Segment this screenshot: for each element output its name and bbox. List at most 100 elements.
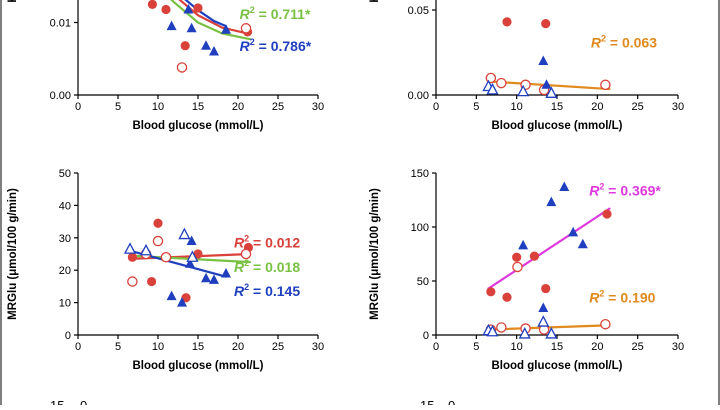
data-point-circle — [502, 17, 512, 27]
data-point-open-triangle — [517, 84, 530, 97]
left-frame-edge — [0, 0, 2, 405]
chart-tr: 0 5 10 15 20 25 30 0.00 0.05 Blood glucose (mmol/… — [369, 0, 684, 132]
y-tick-label: 0.01 — [50, 18, 71, 30]
data-point-circle — [147, 0, 157, 9]
data-point-triangle — [568, 226, 579, 237]
y-tick-label: 10 — [59, 298, 71, 310]
data-point-open-triangle — [486, 324, 499, 337]
x-tick-label: 20 — [591, 341, 603, 353]
data-point-circle — [181, 293, 191, 303]
r-squared-label: R2 = 0.190 — [589, 289, 655, 306]
data-point-triangle — [518, 239, 529, 250]
r-squared-label: R2 = 0.711* — [240, 5, 311, 22]
data-point-circle — [602, 209, 612, 219]
x-tick-label: 5 — [473, 341, 479, 353]
r-squared-label: R2 = 0.063 — [591, 33, 657, 50]
data-point-open-triangle — [537, 315, 550, 327]
x-tick-label: 25 — [632, 341, 644, 353]
data-point-triangle — [186, 235, 197, 246]
data-point-open-triangle — [545, 86, 558, 98]
r-squared-label: R2 = 0.012 — [234, 234, 300, 251]
data-point-triangle — [546, 196, 557, 207]
y-tick-label: 0 — [423, 330, 429, 342]
x-tick-label: 30 — [672, 341, 684, 353]
fit-line-magenta — [487, 207, 611, 290]
x-tick-label: 15 — [551, 101, 563, 113]
data-point-circle — [147, 276, 157, 287]
data-point-open-triangle — [139, 243, 153, 256]
x-tick-label: 0 — [433, 101, 439, 113]
data-point-open-circle — [496, 322, 507, 333]
data-point-triangle — [183, 3, 194, 14]
x-tick-label: 10 — [511, 101, 523, 113]
data-point-open-triangle — [518, 327, 531, 339]
data-point-open-circle — [240, 23, 252, 34]
data-point-triangle — [538, 55, 549, 65]
x-tick-label: 25 — [272, 101, 284, 113]
data-point-open-circle — [600, 79, 611, 91]
data-point-triangle — [166, 290, 177, 301]
x-tick-label: 25 — [632, 101, 644, 113]
data-point-triangle — [221, 267, 231, 278]
x-tick-label: 0 — [433, 341, 439, 353]
data-point-circle — [486, 287, 496, 297]
data-point-triangle — [177, 297, 187, 307]
y-tick-label: 100 — [411, 222, 429, 234]
y-axis-label: MRGlu (μmol/100 g/min) — [369, 188, 381, 320]
x-axis-label: Blood glucose (mmol/L) — [133, 120, 264, 132]
cutoff-glyph: 15 — [50, 398, 64, 405]
y-axis-label: Ki (mL/m — [7, 0, 19, 3]
x-tick-label: 15 — [192, 101, 204, 113]
fit-line-orange — [487, 324, 611, 331]
x-axis-label: Blood glucose (mmol/L) — [492, 360, 623, 372]
y-tick-label: 20 — [59, 265, 71, 277]
y-tick-label: 0 — [65, 330, 71, 342]
x-tick-label: 20 — [591, 101, 603, 113]
data-point-triangle — [541, 79, 552, 89]
x-tick-label: 30 — [672, 101, 684, 113]
r-squared-label: R2 = 0.145 — [234, 282, 300, 299]
data-point-triangle — [185, 258, 195, 268]
right-frame-edge — [718, 0, 720, 405]
data-point-open-triangle — [545, 327, 558, 339]
cutoff-glyph: 0 — [448, 398, 455, 405]
data-point-triangle — [221, 24, 231, 34]
x-tick-label: 0 — [75, 341, 81, 353]
data-point-triangle — [577, 238, 588, 249]
data-point-open-circle — [512, 261, 523, 273]
y-tick-label: 50 — [417, 276, 429, 288]
r-squared-label: R2 = 0.786* — [240, 37, 312, 54]
x-tick-label: 25 — [272, 341, 284, 353]
y-axis-label: MRGlu (μmol/100 g/min) — [7, 188, 19, 320]
y-tick-label: 50 — [59, 168, 71, 180]
x-tick-label: 20 — [232, 341, 244, 353]
data-point-open-triangle — [123, 242, 137, 254]
x-tick-label: 0 — [75, 101, 81, 113]
fit-line-blue — [184, 0, 228, 28]
data-point-circle — [529, 251, 540, 261]
x-tick-label: 5 — [473, 101, 479, 113]
data-point-triangle — [559, 181, 570, 192]
x-tick-label: 15 — [551, 341, 563, 353]
data-point-open-triangle — [178, 227, 191, 240]
data-point-open-triangle — [486, 83, 499, 95]
data-point-circle — [502, 292, 512, 302]
data-point-circle — [541, 283, 551, 294]
cutoff-glyph: 15 — [420, 398, 434, 405]
r-squared-label: R2 = 0.369* — [589, 182, 661, 199]
data-point-open-circle — [496, 77, 507, 89]
x-axis-label: Blood glucose (mmol/L) — [492, 120, 623, 132]
chart-br: 0 5 10 15 20 25 30 0 50 100 150 Blood glucose (mmol… — [369, 168, 684, 372]
data-point-open-triangle — [186, 250, 199, 262]
x-tick-label: 10 — [152, 101, 164, 113]
chart-tl: 0 5 10 15 20 25 30 0.00 0.01 Blood glucose (mmol/… — [7, 0, 324, 132]
y-tick-label: 40 — [59, 200, 71, 212]
y-tick-label: 0.00 — [408, 90, 429, 102]
data-point-circle — [153, 218, 163, 228]
data-point-circle — [541, 19, 551, 29]
chart-bl: 0 5 10 15 20 25 30 0 10 20 30 40 50 Blood glucose (mm… — [7, 168, 324, 372]
fit-line-green — [170, 0, 252, 41]
data-point-open-circle — [127, 276, 138, 287]
